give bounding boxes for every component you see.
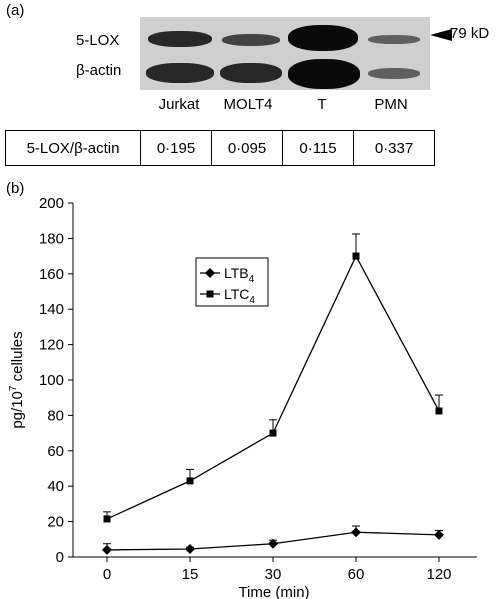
series-line-ltc4 <box>106 254 440 520</box>
lane-label-molt4: MOLT4 <box>223 96 273 113</box>
ratio-cell-t: 0·115 <box>282 130 354 166</box>
band-actin-molt4 <box>220 63 282 83</box>
legend-label-ltb4: LTB4 <box>224 265 255 285</box>
x-tick-label: 120 <box>426 566 451 583</box>
x-tick-label: 0 <box>103 566 111 583</box>
lane-label-pmn: PMN <box>374 96 408 113</box>
band-actin-jurkat <box>146 63 214 83</box>
y-tick-label: 40 <box>47 478 64 495</box>
band-5lox-pmn <box>368 35 420 44</box>
ratio-cell-pmn: 0·337 <box>353 130 435 166</box>
x-tick-label: 30 <box>265 566 282 583</box>
lane-label-t: T <box>317 96 327 113</box>
ratio-table-header: 5-LOX/β-actin <box>5 130 141 166</box>
legend-label-ltc4: LTC4 <box>224 286 255 306</box>
blot-row-label-actin: β-actin <box>76 62 122 79</box>
x-tick-label: 60 <box>348 566 365 583</box>
band-actin-t <box>288 59 360 89</box>
y-tick-label: 200 <box>39 195 64 212</box>
panel-b-label: (b) <box>6 180 25 197</box>
legend-box <box>195 257 269 307</box>
x-axis-title: Time (min) <box>238 584 309 599</box>
blot-strip-5lox <box>140 17 430 59</box>
legend-marker-ltb4 <box>205 268 215 278</box>
y-tick-label: 100 <box>39 372 64 389</box>
y-tick-label: 60 <box>47 443 64 460</box>
y-tick-label: 140 <box>39 301 64 318</box>
lane-label-jurkat: Jurkat <box>158 96 200 113</box>
data-point-ltb4 <box>185 544 195 555</box>
blot-row-label-5lox: 5-LOX <box>76 32 120 49</box>
y-tick-label: 0 <box>56 549 64 566</box>
blot-strip-actin <box>140 58 430 90</box>
mw-arrow-icon <box>430 29 452 41</box>
data-point-ltc4 <box>269 429 277 437</box>
x-tick-label: 15 <box>182 566 199 583</box>
data-point-ltb4 <box>351 527 361 538</box>
band-5lox-t <box>288 25 358 51</box>
data-point-ltb4 <box>268 538 278 549</box>
data-point-ltc4 <box>103 515 111 523</box>
data-point-ltb4 <box>102 544 112 555</box>
y-tick-label: 20 <box>47 514 64 531</box>
line-chart: 0 20 40 60 80 100 120 140 160 180 200 0 15 30 60 120 Tim… <box>8 195 477 599</box>
y-tick-label: 80 <box>47 407 64 424</box>
ratio-table-row: 5-LOX/β-actin 0·195 0·095 0·115 0·337 <box>5 130 435 166</box>
y-tick-label: 160 <box>39 266 64 283</box>
y-tick-label: 180 <box>39 230 64 247</box>
ratio-cell-jurkat: 0·195 <box>140 130 212 166</box>
band-actin-pmn <box>368 68 420 79</box>
data-point-ltc4 <box>352 252 360 260</box>
band-5lox-jurkat <box>148 31 212 47</box>
legend-marker-ltc4 <box>206 290 214 298</box>
data-point-ltc4 <box>186 477 194 485</box>
mw-marker-label: 79 kD <box>450 25 490 42</box>
y-axis-title: pg/107 cellules <box>8 331 26 428</box>
ratio-table: 5-LOX/β-actin 0·195 0·095 0·115 0·337 <box>5 130 435 166</box>
y-tick-label: 120 <box>39 337 64 354</box>
band-5lox-molt4 <box>222 34 280 46</box>
data-point-ltb4 <box>434 529 444 540</box>
data-point-ltc4 <box>435 407 443 415</box>
panel-a-label: (a) <box>6 2 25 19</box>
ratio-cell-molt4: 0·095 <box>211 130 283 166</box>
